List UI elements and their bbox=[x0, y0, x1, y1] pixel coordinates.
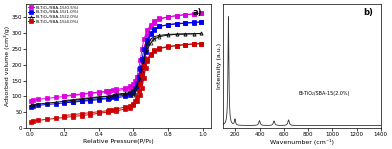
Text: a): a) bbox=[193, 8, 202, 17]
Text: Bi-TiO₂/SBA-15(2.0%): Bi-TiO₂/SBA-15(2.0%) bbox=[299, 91, 350, 96]
Legend: Bi-TiO₂/SBA-15(0.5%), Bi-TiO₂/SBA-15(1.0%), Bi-TiO₂/SBA-15(2.0%), Bi-TiO₂/SBA-15: Bi-TiO₂/SBA-15(0.5%), Bi-TiO₂/SBA-15(1.0… bbox=[27, 5, 79, 24]
X-axis label: Relative Pressure(P/P₀): Relative Pressure(P/P₀) bbox=[83, 139, 154, 144]
Y-axis label: Intensity (a.u.): Intensity (a.u.) bbox=[217, 43, 222, 89]
Text: b): b) bbox=[363, 8, 373, 17]
Y-axis label: Adsorbed volume (cm³/g): Adsorbed volume (cm³/g) bbox=[4, 26, 10, 106]
X-axis label: Wavenumber (cm⁻¹): Wavenumber (cm⁻¹) bbox=[270, 139, 334, 145]
